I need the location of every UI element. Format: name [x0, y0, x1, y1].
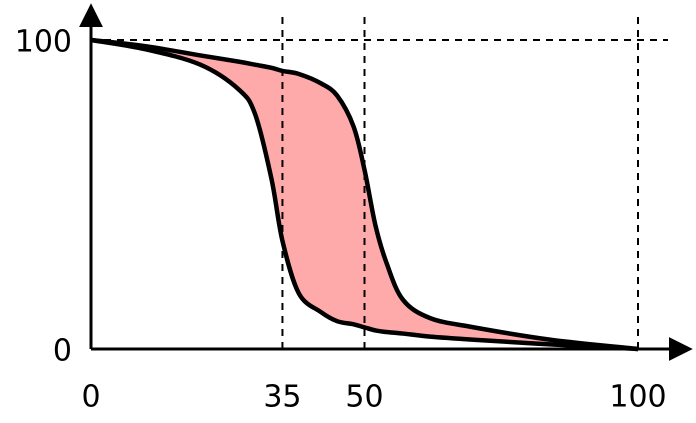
curve-layer	[90, 37, 639, 352]
x-tick-label: 35	[263, 380, 301, 415]
x-tick-label: 50	[345, 380, 383, 415]
x-tick-label: 0	[81, 380, 100, 415]
y-tick-label: 100	[15, 25, 72, 60]
band-fill	[91, 40, 638, 349]
y-tick-label: 0	[53, 334, 72, 369]
curve	[90, 37, 639, 352]
x-tick-label: 100	[609, 380, 666, 415]
band-layer	[91, 40, 638, 349]
grid-layer	[91, 12, 668, 349]
curve	[90, 37, 639, 352]
